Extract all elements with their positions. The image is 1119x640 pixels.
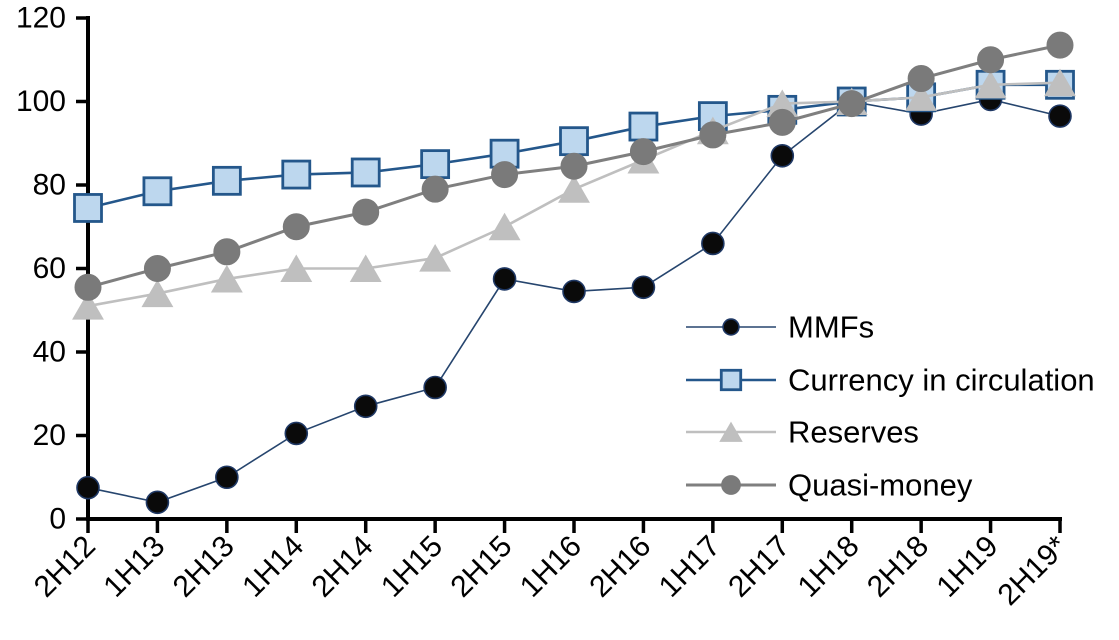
marker-mmfs — [76, 475, 100, 500]
marker-quasi-money — [74, 273, 102, 301]
marker-quasi-money — [282, 213, 310, 241]
legend-label: MMFs — [788, 310, 874, 345]
marker-quasi-money — [1046, 31, 1074, 59]
marker-reserves — [349, 254, 382, 283]
marker-currency-in-circulation — [628, 111, 659, 142]
marker-mmfs — [284, 421, 309, 446]
y-axis-tick-label: 60 — [33, 252, 66, 285]
x-axis-tick-label: 2H12 — [28, 530, 102, 604]
marker-quasi-money — [352, 198, 380, 226]
marker-currency-in-circulation — [559, 126, 589, 157]
x-axis-tick-label: 2H18 — [861, 530, 935, 604]
marker-currency-in-circulation — [142, 176, 173, 207]
x-axis-tick-label: 1H17 — [653, 530, 727, 604]
legend-item-mmfs: MMFs — [686, 310, 874, 345]
legend-label: Currency in circulation — [788, 363, 1095, 398]
y-axis-tick-label: 120 — [16, 2, 66, 35]
x-axis-tick-label: 2H13 — [167, 530, 241, 604]
marker-currency-in-circulation — [73, 193, 103, 223]
marker-quasi-money — [213, 238, 241, 266]
series-quasi-money — [74, 31, 1074, 301]
marker-quasi-money — [560, 152, 588, 180]
x-axis-tick-label: 2H16 — [583, 530, 657, 604]
x-axis-tick-label: 1H15 — [375, 530, 449, 604]
legend-marker-triangle-icon — [719, 421, 743, 442]
y-axis-tick-label: 40 — [33, 336, 66, 369]
marker-mmfs — [562, 279, 586, 304]
marker-mmfs — [631, 275, 656, 300]
marker-currency-in-circulation — [350, 157, 381, 188]
marker-mmfs — [145, 490, 170, 515]
x-axis-tick-label: 1H14 — [236, 530, 310, 604]
marker-mmfs — [423, 375, 447, 400]
marker-currency-in-circulation — [211, 165, 242, 196]
marker-quasi-money — [699, 121, 727, 149]
marker-quasi-money — [907, 65, 935, 93]
marker-reserves — [419, 244, 452, 272]
marker-quasi-money — [977, 46, 1005, 74]
marker-quasi-money — [838, 90, 866, 118]
marker-currency-in-circulation — [420, 149, 451, 180]
marker-quasi-money — [491, 161, 519, 189]
marker-quasi-money — [768, 108, 796, 136]
x-axis-tick-label: 1H13 — [97, 530, 171, 604]
marker-mmfs — [770, 143, 795, 168]
y-axis-tick-label: 100 — [16, 85, 66, 118]
x-axis-tick-label: 1H19 — [930, 530, 1004, 604]
marker-mmfs — [1048, 104, 1072, 128]
marker-mmfs — [701, 231, 725, 256]
y-axis-tick-label: 0 — [49, 503, 66, 536]
marker-reserves — [974, 70, 1007, 99]
marker-reserves — [905, 83, 938, 111]
x-axis-tick-label: 1H16 — [514, 530, 588, 604]
marker-reserves — [210, 264, 243, 293]
x-axis-tick-label: 2H19* — [992, 529, 1075, 612]
marker-quasi-money — [421, 175, 449, 203]
marker-reserves — [72, 292, 104, 320]
legend-item-reserves: Reserves — [686, 415, 919, 450]
marker-currency-in-circulation — [489, 138, 520, 169]
marker-reserves — [141, 279, 174, 308]
marker-mmfs — [492, 267, 517, 291]
legend-item-quasi-money: Quasi-money — [686, 468, 973, 503]
x-axis-tick-label: 1H18 — [792, 530, 866, 604]
marker-reserves — [558, 175, 590, 203]
marker-reserves — [1044, 68, 1076, 97]
marker-reserves — [280, 254, 313, 283]
y-axis-tick-label: 80 — [33, 169, 66, 202]
legend: MMFs Currency in circulation Reserves Quasi… — [686, 310, 1095, 503]
marker-mmfs — [215, 465, 239, 490]
legend-item-currency-in-circulation: Currency in circulation — [686, 363, 1095, 398]
marker-mmfs — [353, 394, 378, 419]
legend-label: Quasi-money — [788, 468, 973, 503]
marker-quasi-money — [143, 255, 171, 282]
legend-label: Reserves — [788, 415, 919, 450]
marker-currency-in-circulation — [281, 159, 312, 190]
legend-marker-circle-icon — [721, 475, 741, 495]
y-axis-tick-label: 20 — [33, 419, 66, 452]
x-axis-tick-label: 2H17 — [722, 530, 796, 604]
marker-reserves — [488, 212, 521, 241]
x-axis-tick-label: 2H15 — [444, 530, 518, 604]
legend-marker-circle-icon — [722, 318, 740, 336]
marker-quasi-money — [629, 138, 657, 166]
x-axis-tick-label: 2H14 — [306, 530, 380, 604]
legend-marker-square-icon — [719, 368, 743, 392]
